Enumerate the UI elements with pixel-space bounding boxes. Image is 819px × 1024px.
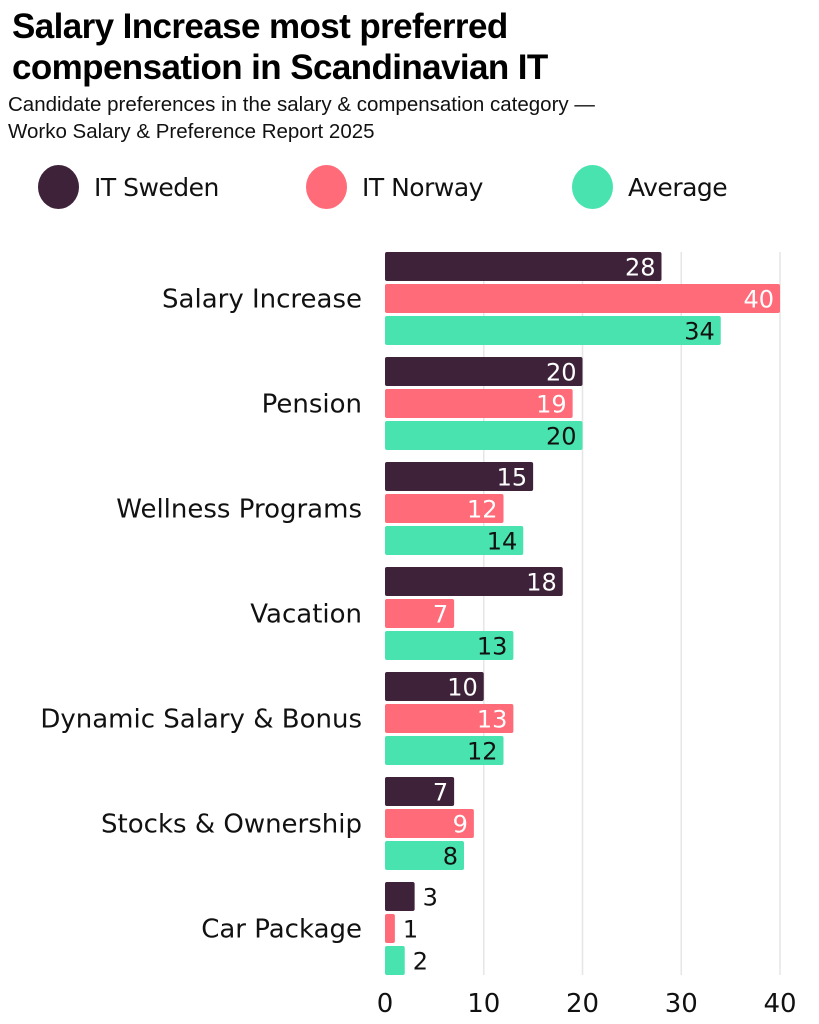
bar-it-norway-wellness-programs[interactable] — [385, 494, 504, 523]
bar-it-norway-pension[interactable] — [385, 389, 573, 418]
x-tick-label-20: 20 — [566, 989, 599, 1019]
category-label-wellness-programs: Wellness Programs — [116, 495, 362, 525]
chart-subtitle-line-2: Worko Salary & Preference Report 2025 — [8, 120, 375, 143]
bar-it-sweden-stocks-and-ownership[interactable] — [385, 777, 455, 806]
category-label-vacation: Vacation — [250, 600, 362, 630]
category-label-dynamic-salary-and-bonus: Dynamic Salary & Bonus — [40, 705, 362, 735]
bar-it-sweden-vacation[interactable] — [385, 567, 563, 596]
x-tick-label-30: 30 — [665, 989, 698, 1019]
legend-swatch-it-norway — [306, 165, 347, 209]
data-label-it-sweden-pension: 20 — [546, 359, 577, 387]
chart-title-line-2: compensation in Scandinavian IT — [12, 48, 548, 87]
data-label-it-norway-dynamic-salary-and-bonus: 13 — [477, 706, 508, 734]
category-label-car-package: Car Package — [201, 915, 362, 945]
data-label-average-salary-increase: 34 — [684, 318, 715, 346]
chart-legend: IT Sweden IT Norway Average — [0, 164, 819, 210]
bar-average-vacation[interactable] — [385, 631, 514, 660]
x-tick-label-10: 10 — [467, 989, 500, 1019]
category-label-pension: Pension — [262, 390, 362, 420]
bar-it-norway-vacation[interactable] — [385, 599, 455, 628]
chart-title-line-1: Salary Increase most preferred — [12, 7, 508, 46]
x-tick-label-0: 0 — [377, 989, 394, 1019]
data-label-it-sweden-car-package: 3 — [423, 884, 438, 912]
data-label-it-norway-pension: 19 — [536, 391, 567, 419]
bar-it-sweden-pension[interactable] — [385, 357, 583, 386]
legend-item-average[interactable]: Average — [572, 164, 728, 210]
data-label-average-dynamic-salary-and-bonus: 12 — [467, 738, 498, 766]
data-label-it-norway-salary-increase: 40 — [743, 286, 774, 314]
category-labels: Salary Increase Pension Wellness Programs V… — [40, 285, 362, 945]
data-label-average-wellness-programs: 14 — [487, 528, 518, 556]
legend-swatch-it-sweden — [38, 165, 79, 209]
legend-label-average: Average — [628, 172, 728, 202]
category-label-stocks-and-ownership: Stocks & Ownership — [101, 810, 362, 840]
data-label-it-sweden-dynamic-salary-and-bonus: 10 — [447, 674, 478, 702]
bar-it-norway-dynamic-salary-and-bonus[interactable] — [385, 704, 514, 733]
data-label-average-pension: 20 — [546, 423, 577, 451]
data-label-it-norway-stocks-and-ownership: 9 — [453, 811, 468, 839]
data-label-average-stocks-and-ownership: 8 — [443, 843, 458, 871]
bar-it-norway-car-package[interactable] — [385, 914, 395, 943]
bar-it-sweden-wellness-programs[interactable] — [385, 462, 534, 491]
legend-label-it-norway: IT Norway — [362, 172, 483, 202]
data-label-it-norway-vacation: 7 — [433, 601, 448, 629]
bar-average-salary-increase[interactable] — [385, 316, 721, 345]
bar-it-sweden-dynamic-salary-and-bonus[interactable] — [385, 672, 484, 701]
bar-average-pension[interactable] — [385, 421, 583, 450]
legend-label-it-sweden: IT Sweden — [94, 172, 219, 202]
data-label-average-vacation: 13 — [477, 633, 508, 661]
chart-title: Salary Increase most preferred compensat… — [12, 6, 812, 88]
bar-average-dynamic-salary-and-bonus[interactable] — [385, 736, 504, 765]
chart-subtitle: Candidate preferences in the salary & co… — [8, 91, 818, 145]
data-label-it-norway-car-package: 1 — [403, 916, 418, 944]
bar-average-stocks-and-ownership[interactable] — [385, 841, 464, 870]
data-label-it-sweden-stocks-and-ownership: 7 — [433, 779, 448, 807]
data-label-it-norway-wellness-programs: 12 — [467, 496, 498, 524]
legend-item-it-norway[interactable]: IT Norway — [306, 164, 483, 210]
bar-it-sweden-salary-increase[interactable] — [385, 252, 662, 281]
x-axis-ticks: 0 10 20 30 40 — [377, 989, 797, 1019]
bar-it-norway-salary-increase[interactable] — [385, 284, 780, 313]
data-label-it-sweden-salary-increase: 28 — [625, 254, 656, 282]
data-label-it-sweden-vacation: 18 — [526, 569, 557, 597]
bar-it-sweden-car-package[interactable] — [385, 882, 415, 911]
chart-subtitle-line-1: Candidate preferences in the salary & co… — [8, 93, 595, 116]
x-tick-label-40: 40 — [763, 989, 796, 1019]
data-label-average-car-package: 2 — [413, 948, 428, 976]
category-label-salary-increase: Salary Increase — [162, 285, 362, 315]
bar-it-norway-stocks-and-ownership[interactable] — [385, 809, 474, 838]
data-label-it-sweden-wellness-programs: 15 — [497, 464, 528, 492]
legend-swatch-average — [572, 165, 613, 209]
bar-average-car-package[interactable] — [385, 946, 405, 975]
bar-average-wellness-programs[interactable] — [385, 526, 524, 555]
legend-item-it-sweden[interactable]: IT Sweden — [38, 164, 219, 210]
